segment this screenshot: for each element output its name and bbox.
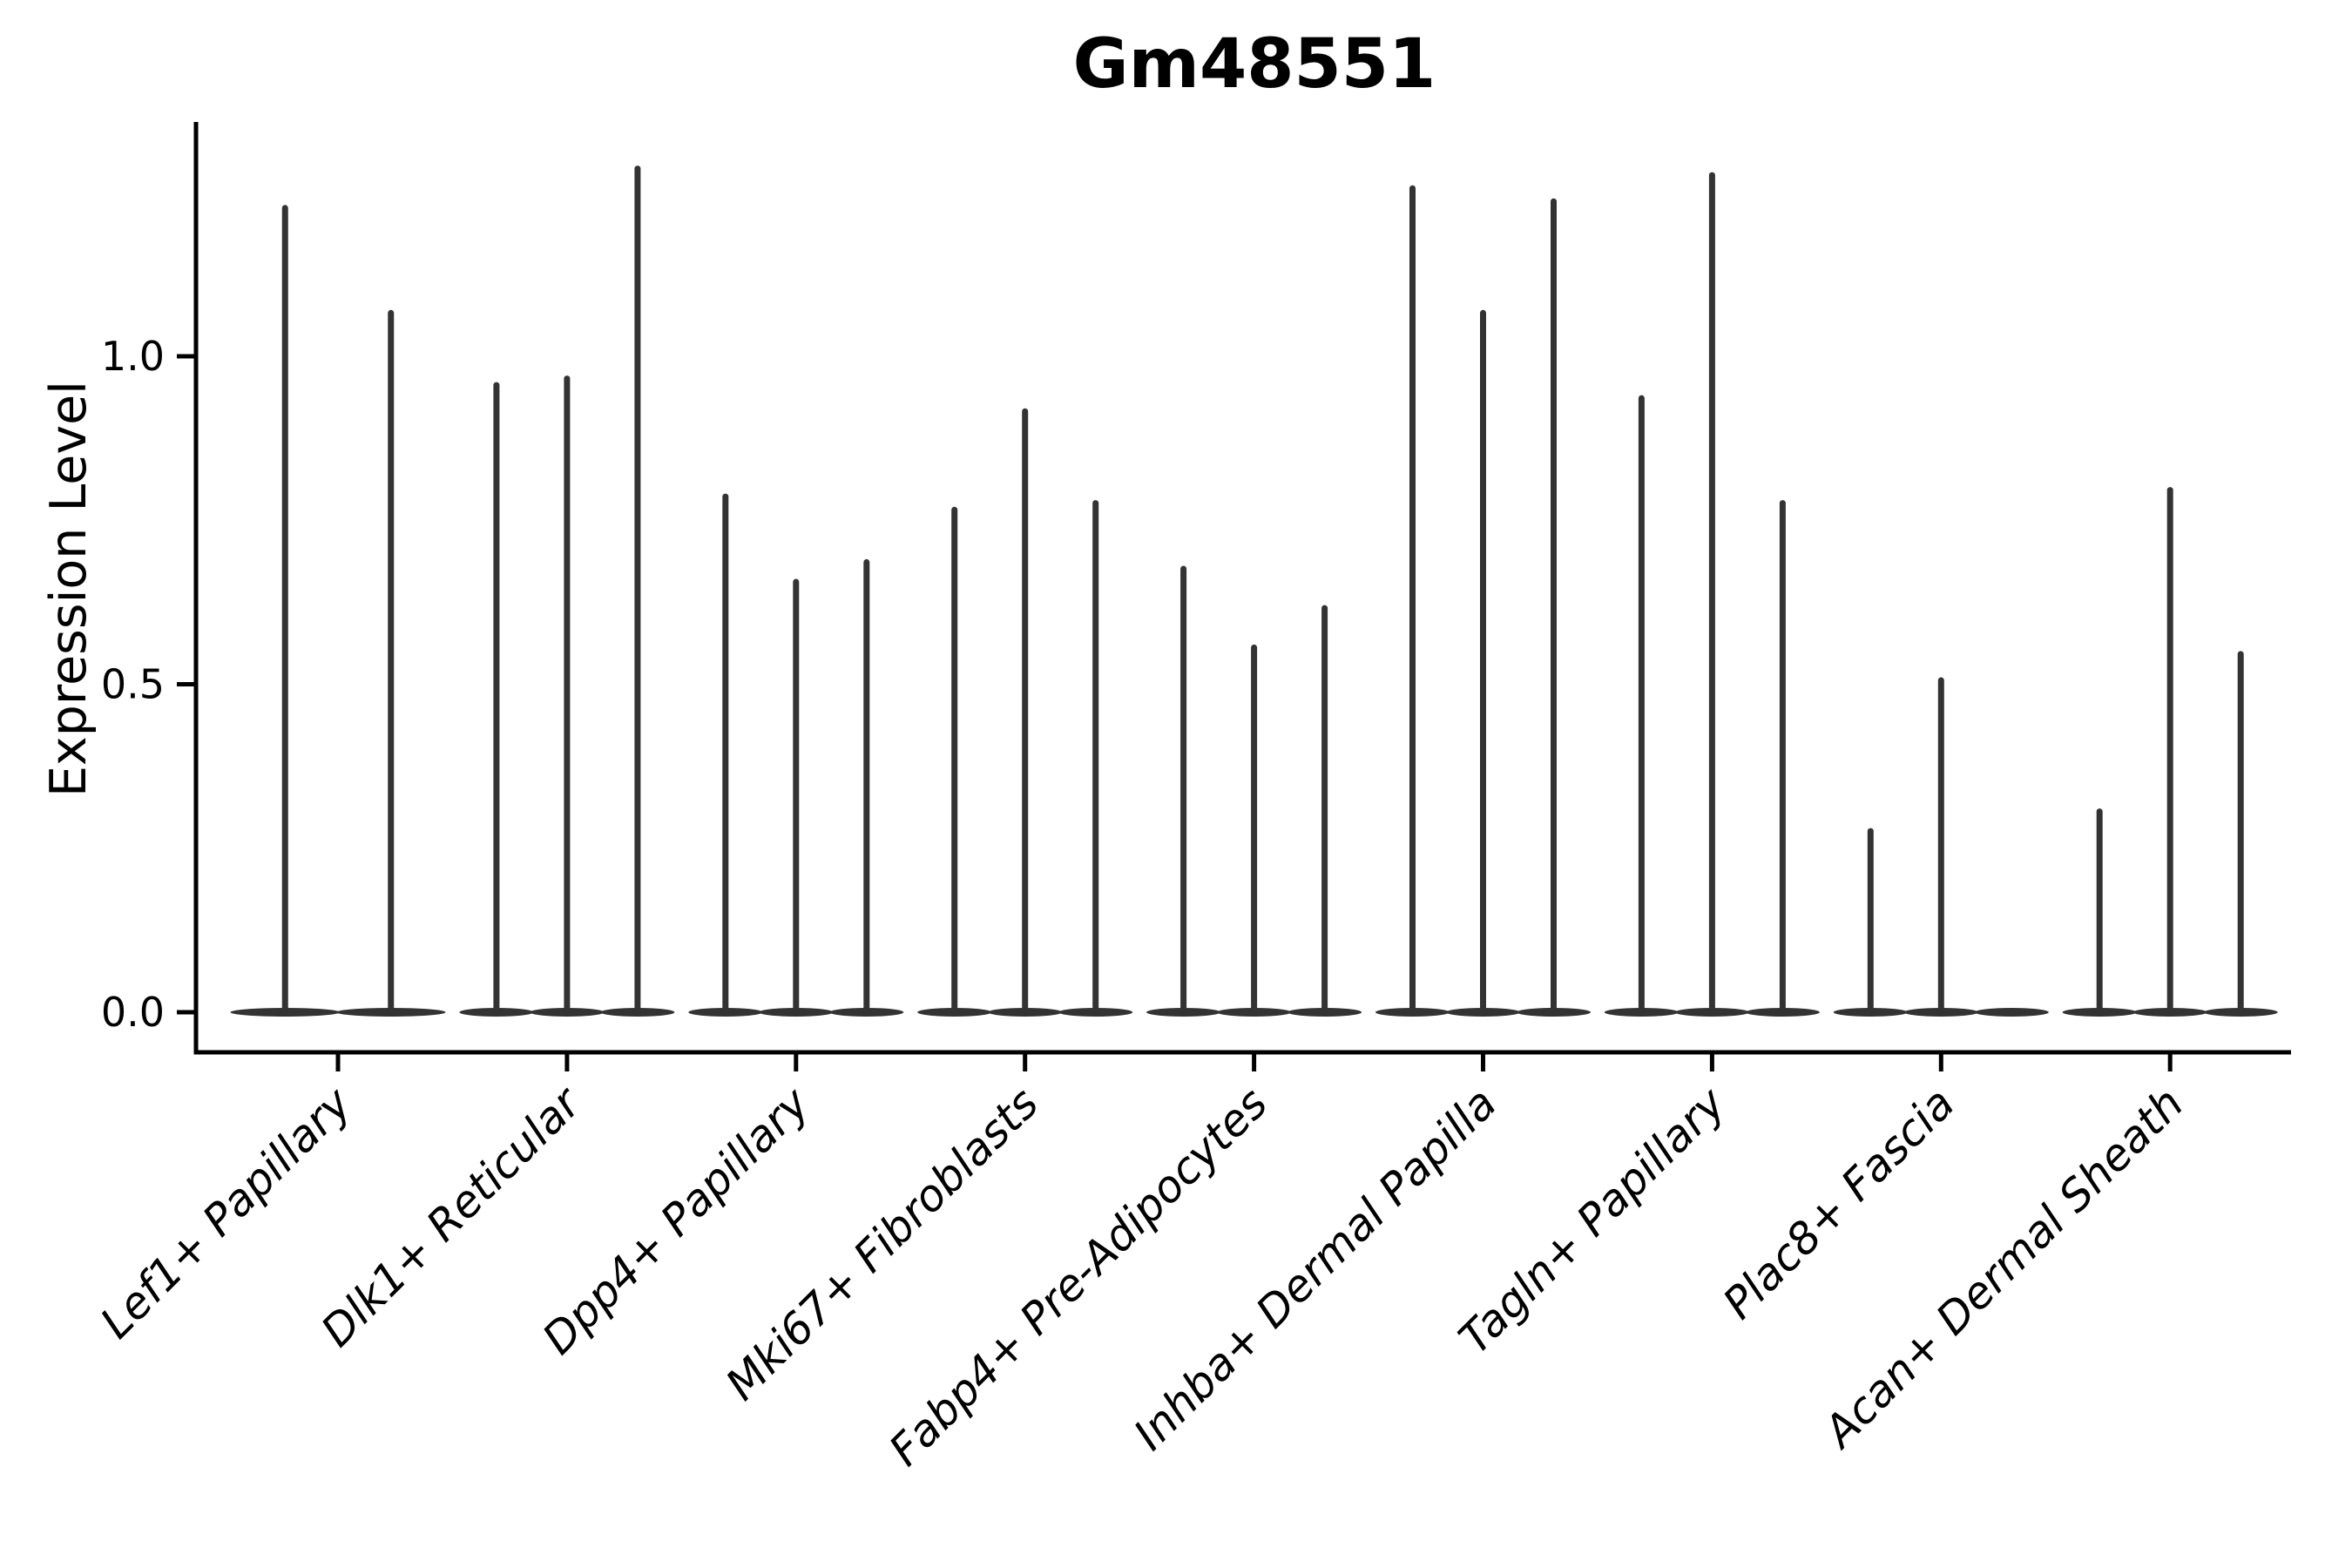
x-category-label: Plac8+ Fascia (1713, 1078, 1964, 1328)
chart-title: Gm48551 (1073, 25, 1436, 104)
y-axis-title: Expression Level (40, 381, 98, 797)
violin-layer (230, 166, 2278, 1017)
y-tick-label: 0.0 (101, 989, 165, 1036)
violin-base (1974, 1008, 2049, 1017)
x-category-label: Lef1+ Papillary (91, 1077, 362, 1348)
y-tick-label: 0.5 (101, 661, 165, 708)
x-category-label: Acan+ Dermal Sheath (1813, 1078, 2193, 1458)
x-category-label: Fabp4+ Pre-Adipocytes (880, 1078, 1278, 1476)
x-category-label: Inhba+ Dermal Papilla (1125, 1078, 1506, 1459)
y-tick-label: 1.0 (101, 333, 165, 380)
